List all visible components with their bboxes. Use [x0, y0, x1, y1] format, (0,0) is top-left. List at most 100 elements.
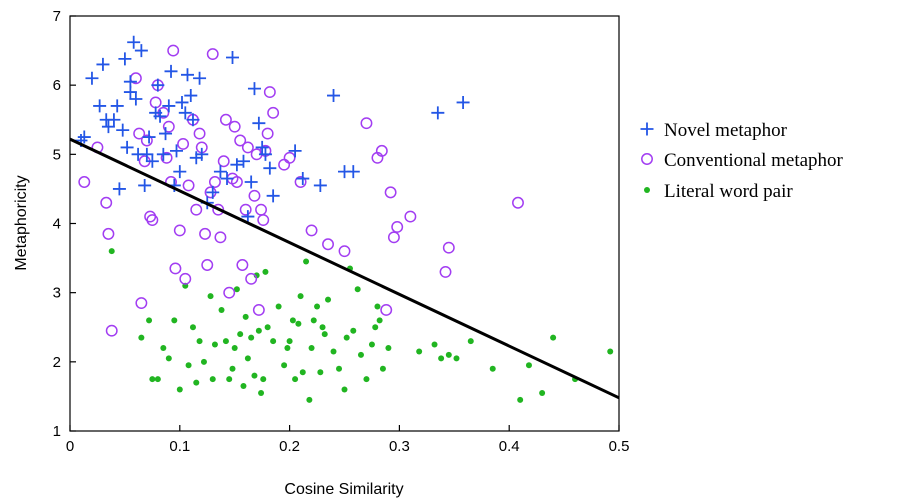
plus-point: [127, 35, 141, 49]
circle-point: [179, 272, 192, 285]
plus-point: [178, 106, 192, 120]
dot-point: [539, 389, 546, 396]
circle-point: [140, 134, 153, 147]
plus-point: [142, 130, 156, 144]
dot-point: [218, 306, 225, 313]
plus-point: [170, 144, 184, 158]
dot-point: [308, 345, 315, 351]
circle-point: [173, 224, 186, 237]
legend-label-conventional-metaphor: Conventional metaphor: [664, 150, 844, 171]
legend-label-novel-metaphor: Novel metaphor: [664, 120, 788, 141]
dot-point: [368, 341, 375, 348]
plus-point: [296, 172, 310, 186]
plus-point: [266, 189, 280, 203]
dot-point: [445, 351, 452, 358]
dot-point: [374, 303, 381, 310]
plus-point: [258, 147, 272, 161]
dot-point: [165, 355, 172, 362]
dot-point: [319, 324, 326, 331]
y-tick-label: 7: [53, 8, 61, 25]
plus-point: [156, 147, 170, 161]
dot-point: [357, 351, 364, 358]
plus-point: [173, 165, 187, 179]
dot-point: [171, 317, 178, 324]
plus-point: [175, 95, 189, 109]
dot-point: [317, 369, 324, 376]
circle-point: [375, 144, 388, 157]
plus-point: [118, 52, 132, 66]
plus-point: [85, 71, 99, 85]
plus-point: [151, 78, 165, 92]
plus-point: [153, 109, 167, 123]
dot-point: [517, 396, 524, 403]
plus-point: [252, 116, 266, 130]
circle-point: [146, 214, 159, 226]
circle-point: [100, 196, 113, 209]
circle-point: [193, 127, 206, 140]
dot-point: [242, 313, 249, 320]
dot-point: [431, 341, 438, 348]
circle-point: [182, 179, 195, 192]
circle-point: [177, 138, 190, 150]
dot-point: [146, 317, 153, 324]
plus-point: [138, 178, 152, 192]
circle-point: [322, 238, 334, 251]
dot-point: [196, 338, 203, 345]
dot-point: [299, 369, 306, 376]
circle-point: [278, 158, 291, 171]
dot-point: [149, 376, 156, 383]
legend: Novel metaphor Conventional metaphor Lit…: [640, 120, 844, 202]
circle-point: [135, 297, 148, 309]
y-tick-label: 6: [53, 77, 61, 94]
dot-point: [297, 293, 304, 300]
circle-point: [439, 265, 452, 278]
circle-point: [78, 176, 91, 188]
legend-item-literal-word-pair: Literal word pair: [644, 181, 793, 202]
dot-point: [264, 324, 271, 331]
dot-point: [341, 386, 348, 393]
legend-label-literal-word-pair: Literal word pair: [664, 181, 793, 202]
dot-point: [525, 362, 532, 369]
circle-point: [241, 141, 254, 154]
dot-point: [270, 338, 277, 345]
circle-point: [230, 176, 243, 188]
circle-point: [206, 48, 219, 60]
legend-item-novel-metaphor: Novel metaphor: [640, 120, 788, 141]
dot-point: [209, 376, 216, 383]
dot-point: [253, 272, 260, 279]
plus-point: [112, 182, 126, 196]
circle-point: [391, 221, 404, 233]
circle-point: [199, 227, 212, 240]
plus-point: [236, 154, 250, 168]
circle-point: [234, 134, 247, 147]
plus-point: [180, 68, 194, 82]
plus-point: [159, 127, 173, 141]
x-tick-label: 0.1: [169, 438, 190, 455]
series-conventional-metaphor: [78, 44, 524, 337]
dot-point: [330, 348, 337, 355]
dot-point: [160, 345, 167, 351]
circle-point: [102, 227, 115, 240]
dot-point: [251, 372, 258, 379]
circle-legend-marker: [641, 153, 653, 165]
y-tick-label: 2: [53, 354, 61, 371]
plus-marker-icon: [640, 122, 654, 136]
plus-point: [164, 64, 178, 78]
dot-point: [211, 341, 218, 348]
circle-point: [252, 304, 265, 316]
dot-point: [240, 383, 247, 390]
circle-point: [338, 245, 351, 258]
regression-line: [69, 137, 620, 400]
legend-item-conventional-metaphor: Conventional metaphor: [641, 150, 844, 171]
circle-point: [212, 203, 225, 216]
plot-frame: [69, 15, 620, 432]
plus-point: [123, 75, 137, 89]
dot-point: [416, 348, 423, 355]
dot-point: [185, 362, 192, 369]
circle-point: [149, 96, 162, 109]
circle-point: [245, 272, 258, 285]
plus-point: [145, 154, 159, 168]
y-tick-label: 5: [53, 146, 61, 163]
dot-point: [108, 248, 115, 255]
